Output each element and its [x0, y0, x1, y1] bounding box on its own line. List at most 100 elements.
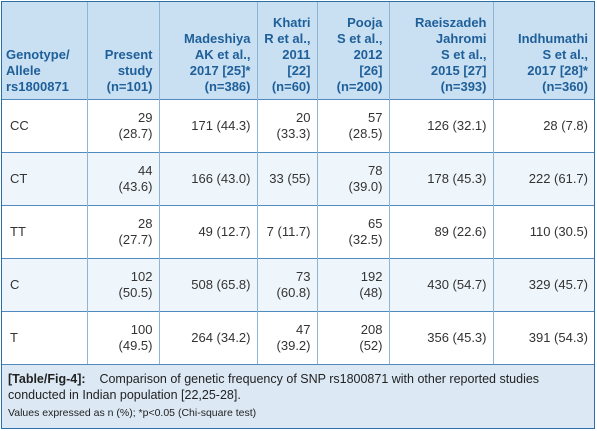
genotype-cell: CC: [2, 98, 87, 152]
genotype-cell: C: [2, 257, 87, 311]
cell-line: (50.5): [118, 284, 153, 300]
cell-line: C: [10, 276, 20, 292]
cell-line: TT: [10, 223, 26, 239]
cell-line: 356 (45.3): [427, 329, 487, 345]
header-line: S et al.,: [542, 46, 588, 62]
cell-line: 171 (44.3): [191, 117, 251, 133]
header-line: R et al.,: [264, 30, 311, 46]
data-cell: 100 (49.5): [86, 310, 159, 364]
header-line: (n=200): [336, 78, 383, 94]
data-cell: 44 (43.6): [86, 151, 159, 205]
data-cell: 192 (48): [316, 257, 389, 311]
header-line: Khatri: [272, 14, 311, 30]
header-line: (n=60): [271, 78, 311, 94]
data-cell: 171 (44.3): [158, 98, 257, 152]
cell-line: (52): [359, 337, 383, 353]
header-line: 2017 [25]*: [189, 62, 251, 78]
header-line: Raeiszadeh: [414, 14, 487, 30]
data-cell: 29 (28.7): [86, 98, 159, 152]
data-cell: 89 (22.6): [388, 204, 493, 258]
header-line: [22]: [287, 62, 311, 78]
cell-line: (39.0): [348, 178, 383, 194]
data-cell: 20 (33.3): [256, 98, 317, 152]
cell-line: 28: [138, 215, 153, 231]
table-row: CC 29 (28.7) 171 (44.3) 20 (33.3) 57 (28.5)…: [2, 98, 594, 152]
cell-line: 222 (61.7): [528, 170, 588, 186]
data-cell: 57 (28.5): [316, 98, 389, 152]
header-line: (n=101): [106, 78, 153, 94]
data-cell: 28 (27.7): [86, 204, 159, 258]
genotype-cell: CT: [2, 151, 87, 205]
genotype-cell: T: [2, 310, 87, 364]
header-line: Present: [104, 46, 153, 62]
data-cell: 508 (65.8): [158, 257, 257, 311]
data-cell: 102 (50.5): [86, 257, 159, 311]
header-pooja: Pooja S et al., 2012 [26] (n=200): [316, 2, 389, 99]
data-cell: 28 (7.8): [492, 98, 594, 152]
header-line: 2012: [353, 46, 383, 62]
data-cell: 78 (39.0): [316, 151, 389, 205]
cell-line: (39.2): [276, 337, 311, 353]
cell-line: 208: [360, 321, 383, 337]
cell-line: 110 (30.5): [529, 223, 588, 239]
data-cell: 356 (45.3): [388, 310, 493, 364]
header-line: rs1800871: [6, 78, 69, 94]
genotype-cell: TT: [2, 204, 87, 258]
header-line: S et al.,: [440, 46, 487, 62]
header-line: Jahromi: [435, 30, 487, 46]
cell-line: 33 (55): [269, 170, 311, 186]
header-row: Genotype/Allele rs1800871 Present study (n=…: [2, 2, 594, 99]
cell-line: 89 (22.6): [434, 223, 487, 239]
header-present-study: Present study (n=101): [86, 2, 159, 99]
data-cell: 73 (60.8): [256, 257, 317, 311]
data-cell: 391 (54.3): [492, 310, 594, 364]
header-indhumathi: Indhumathi S et al., 2017 [28]* (n=360): [492, 2, 594, 99]
table-row: C 102 (50.5) 508 (65.8) 73 (60.8) 192 (48) …: [2, 257, 594, 311]
header-line: (n=360): [542, 78, 588, 94]
cell-line: 44: [138, 162, 153, 178]
cell-line: (27.7): [118, 231, 153, 247]
table-row: CT 44 (43.6) 166 (43.0) 33 (55) 78 (39.0) …: [2, 151, 594, 205]
cell-line: 73: [296, 268, 311, 284]
cell-line: 102: [130, 268, 153, 284]
header-khatri: Khatri R et al., 2011 [22] (n=60): [256, 2, 317, 99]
cell-line: 126 (32.1): [427, 117, 487, 133]
figure-caption: [Table/Fig-4]: Comparison of genetic fre…: [2, 364, 594, 428]
table-row: T 100 (49.5) 264 (34.2) 47 (39.2) 208 (52) …: [2, 310, 594, 364]
cell-line: 178 (45.3): [427, 170, 487, 186]
data-cell: 33 (55): [256, 151, 317, 205]
cell-line: (49.5): [118, 337, 153, 353]
header-line: Allele: [6, 62, 41, 78]
table-row: TT 28 (27.7) 49 (12.7) 7 (11.7) 65 (32.5) …: [2, 204, 594, 258]
cell-line: (28.5): [348, 125, 383, 141]
caption-label: [Table/Fig-4]:: [8, 372, 86, 386]
data-cell: 178 (45.3): [388, 151, 493, 205]
cell-line: (43.6): [118, 178, 153, 194]
cell-line: 100: [130, 321, 153, 337]
cell-line: CC: [10, 117, 29, 133]
cell-line: 166 (43.0): [191, 170, 251, 186]
cell-line: 20: [296, 109, 311, 125]
cell-line: T: [10, 329, 18, 345]
cell-line: 391 (54.3): [528, 329, 588, 345]
caption-text: Comparison of genetic frequency of SNP r…: [8, 372, 540, 402]
data-cell: 222 (61.7): [492, 151, 594, 205]
data-cell: 208 (52): [316, 310, 389, 364]
header-line: Indhumathi: [517, 30, 588, 46]
header-madeshiya: Madeshiya AK et al., 2017 [25]* (n=386): [158, 2, 257, 99]
header-line: (n=386): [204, 78, 251, 94]
cell-line: 7 (11.7): [266, 223, 311, 239]
cell-line: (60.8): [276, 284, 311, 300]
cell-line: 29: [138, 109, 153, 125]
header-line: (n=393): [440, 78, 487, 94]
cell-line: (48): [359, 284, 383, 300]
data-cell: 47 (39.2): [256, 310, 317, 364]
cell-line: 49 (12.7): [198, 223, 251, 239]
cell-line: 192: [360, 268, 383, 284]
data-cell: 329 (45.7): [492, 257, 594, 311]
data-cell: 49 (12.7): [158, 204, 257, 258]
header-raeiszadeh: Raeiszadeh Jahromi S et al., 2015 [27] (n=39…: [388, 2, 493, 99]
cell-line: 430 (54.7): [427, 276, 487, 292]
header-line: 2011: [282, 46, 311, 62]
